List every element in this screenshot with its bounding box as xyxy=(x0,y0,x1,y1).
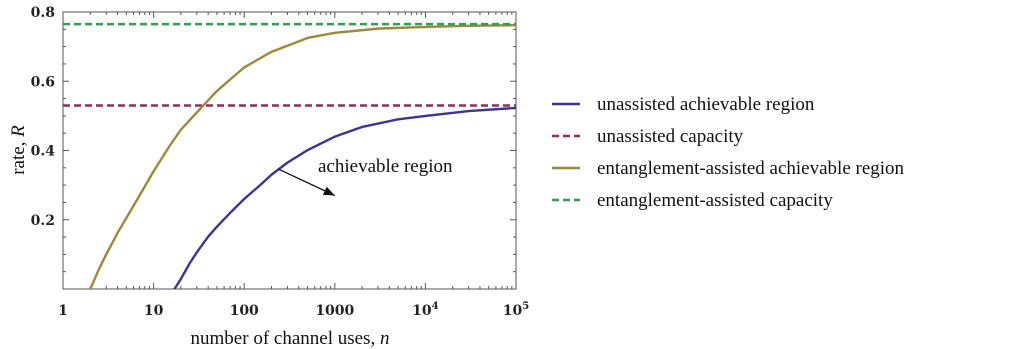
x-tick-label: 104 xyxy=(412,301,438,319)
axis-ticks xyxy=(62,11,516,289)
legend-label: unassisted capacity xyxy=(597,126,744,147)
plot-frame xyxy=(62,11,517,290)
x-tick-label: 1000 xyxy=(315,303,354,319)
y-tick-label: 0.2 xyxy=(31,213,55,229)
y-axis-label: rate, R xyxy=(8,125,29,175)
y-tick-label: 0.4 xyxy=(31,144,56,160)
x-tick-label: 10 xyxy=(144,303,164,319)
series-line xyxy=(89,23,517,290)
legend-label: entanglement-assisted achievable region xyxy=(597,158,905,179)
x-axis-label: number of channel uses, n xyxy=(191,328,390,349)
y-tick-label: 0.6 xyxy=(31,74,55,90)
plot-border xyxy=(62,11,517,290)
legend: unassisted achievable region unassisted c… xyxy=(552,94,905,211)
legend-label: entanglement-assisted capacity xyxy=(597,190,833,211)
x-tick-label: 100 xyxy=(230,303,259,319)
x-tick-label: 1 xyxy=(58,303,68,319)
y-tick-label: 0.8 xyxy=(31,5,55,21)
arrow-head xyxy=(322,186,335,196)
tick-labels: 1 10 100 1000 104 105 0.2 0.4 0.6 0.8 xyxy=(31,5,530,319)
series-layer xyxy=(63,22,517,290)
series-line xyxy=(173,106,517,290)
annotation-arrow xyxy=(278,168,336,197)
x-tick-label: 105 xyxy=(503,301,529,319)
annotation-text: achievable region xyxy=(318,156,453,177)
legend-label: unassisted achievable region xyxy=(597,94,815,115)
